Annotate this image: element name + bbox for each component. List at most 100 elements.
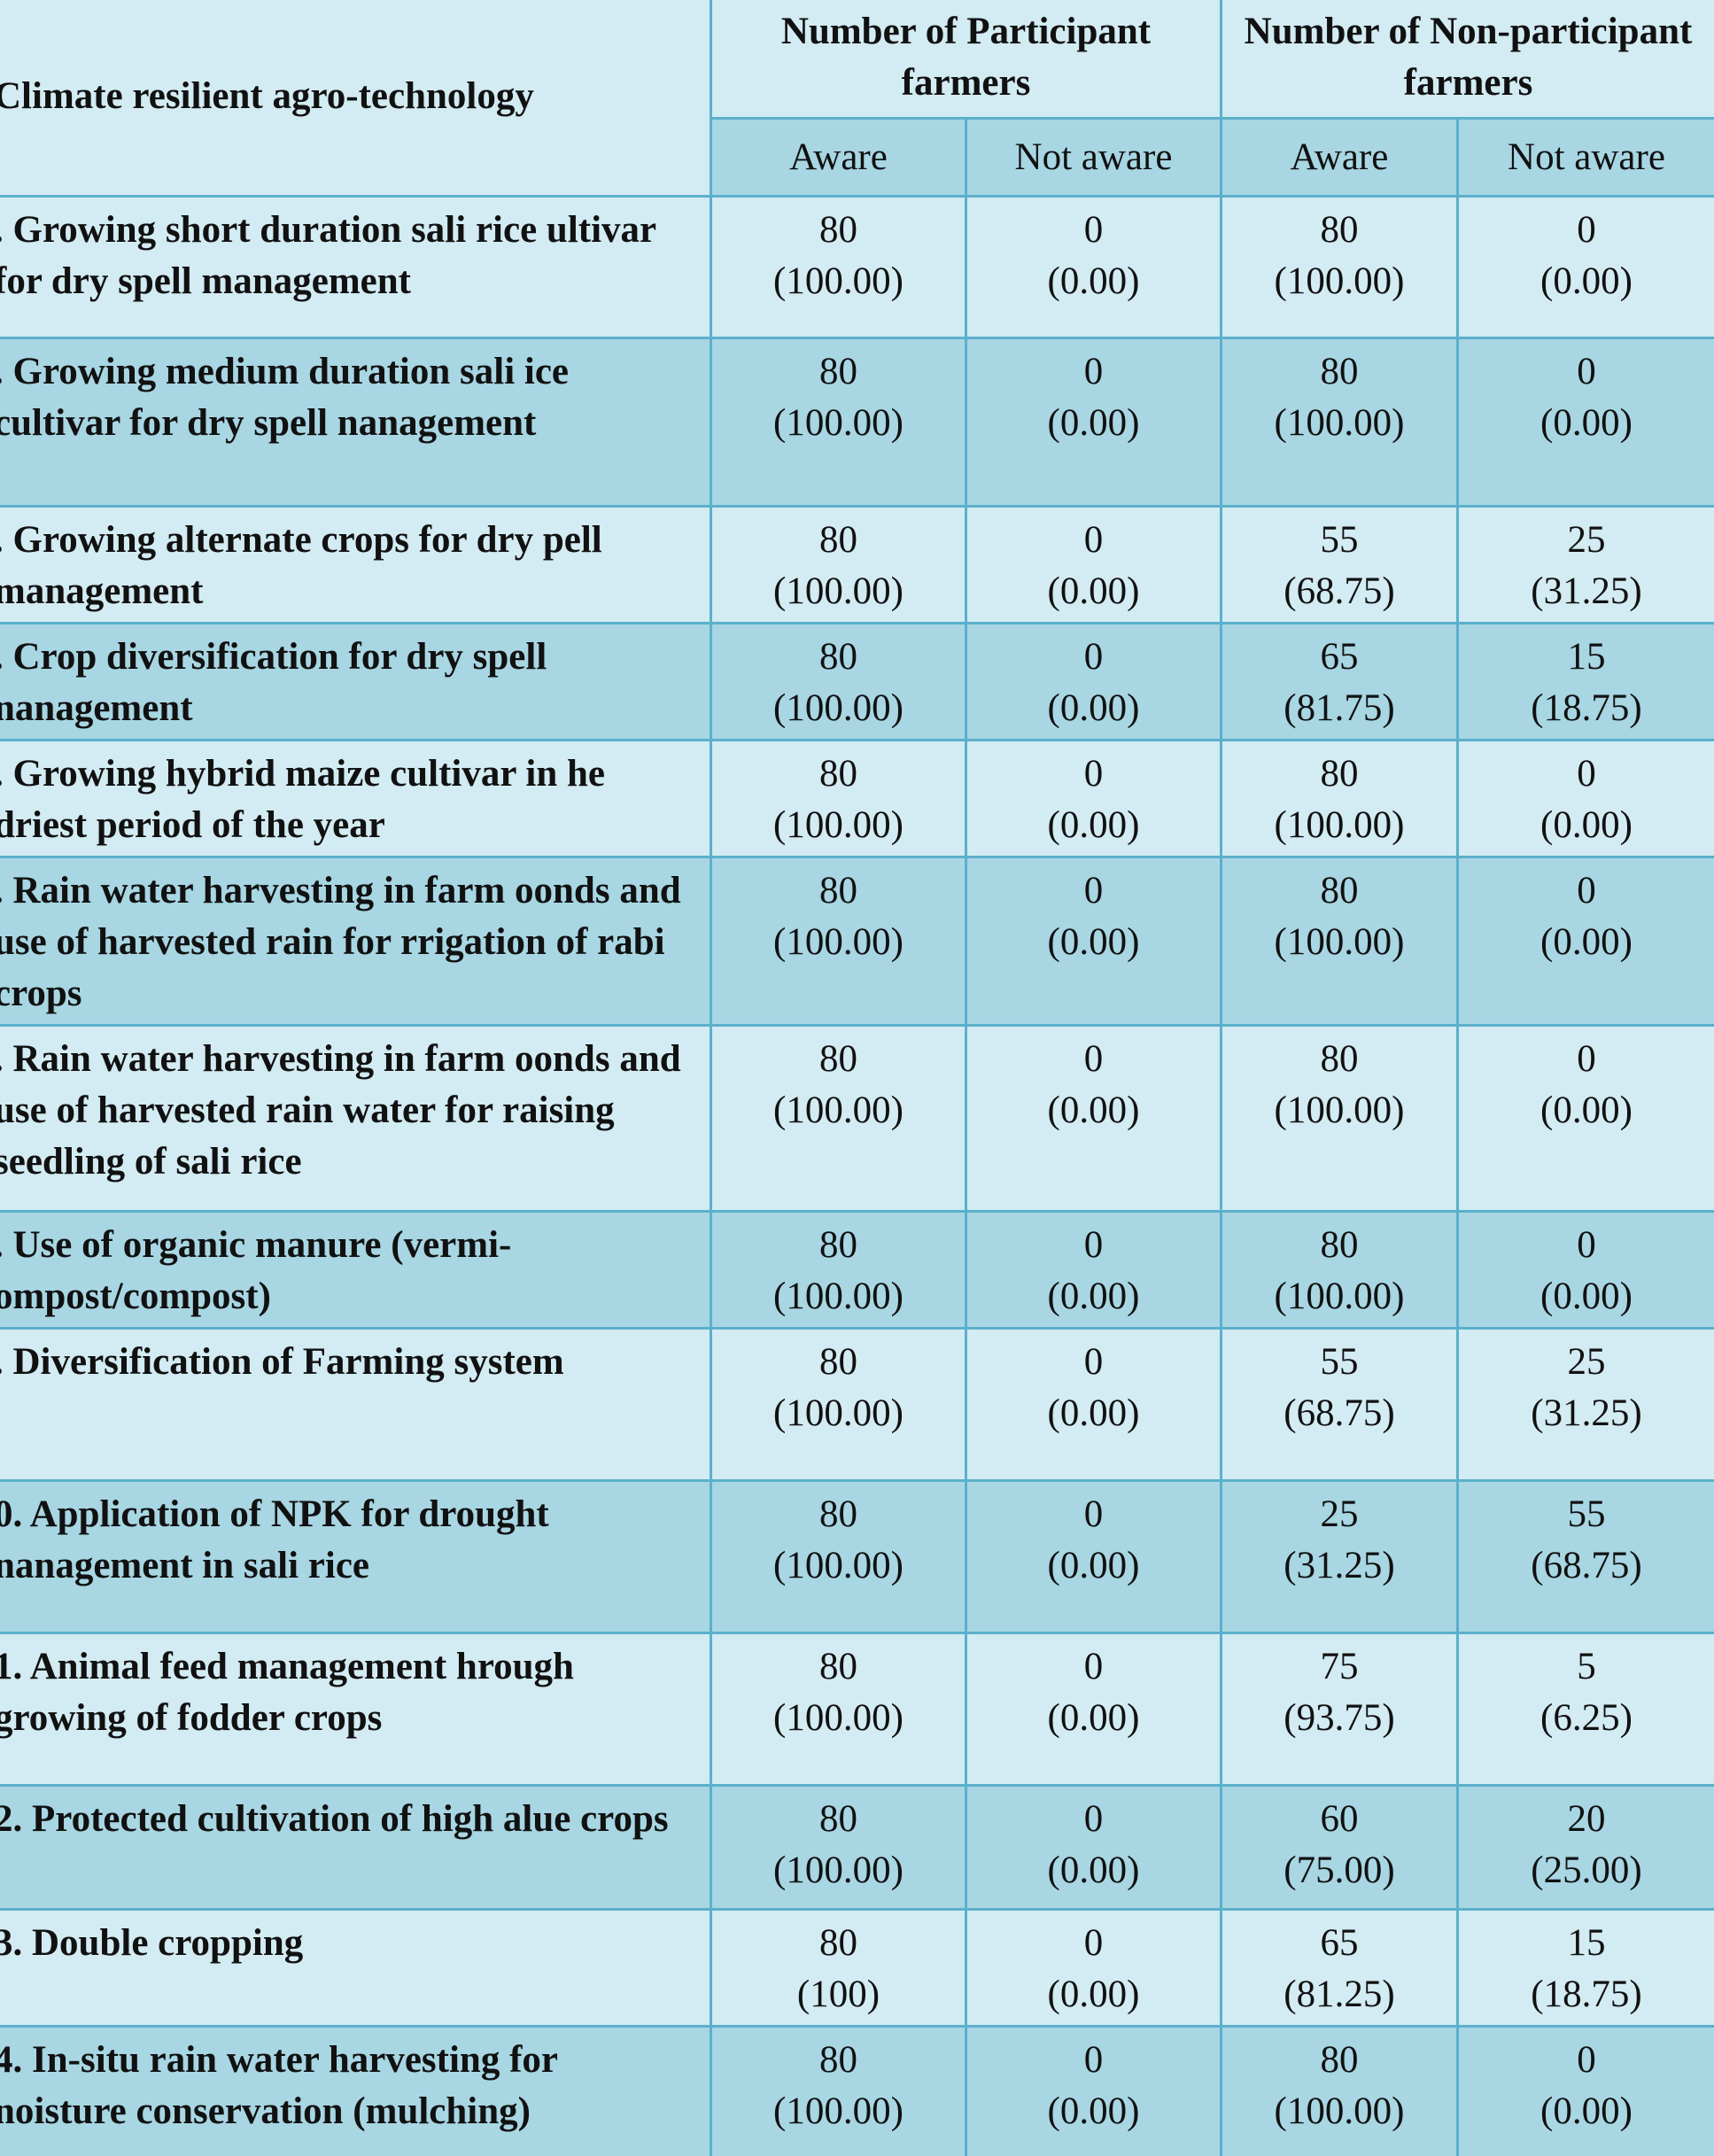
percent-value: (18.75)	[1459, 683, 1714, 734]
percent-value: (100.00)	[712, 1085, 965, 1136]
count-value: 0	[1459, 2035, 1714, 2086]
non-participant-aware-cell: 55(68.75)	[1222, 1329, 1458, 1481]
percent-value: (75.00)	[1222, 1845, 1456, 1896]
non-participant-aware-header: Aware	[1222, 119, 1458, 197]
non-participant-aware-cell: 80(100.00)	[1222, 197, 1458, 338]
percent-value: (0.00)	[967, 1693, 1220, 1744]
technology-cell: . Crop diversification for dry spell nan…	[0, 624, 711, 741]
percent-value: (0.00)	[1459, 256, 1714, 307]
percent-value: (81.25)	[1222, 1969, 1456, 2020]
participant-group-header: Number of Participant farmers	[711, 0, 1222, 119]
count-value: 80	[712, 515, 965, 566]
count-value: 80	[712, 1489, 965, 1540]
count-value: 0	[1459, 346, 1714, 398]
percent-value: (0.00)	[967, 566, 1220, 617]
participant-not-aware-cell: 0(0.00)	[966, 624, 1222, 741]
percent-value: (68.75)	[1222, 566, 1456, 617]
percent-value: (100.00)	[712, 1693, 965, 1744]
percent-value: (100.00)	[1222, 800, 1456, 851]
count-value: 80	[712, 1337, 965, 1388]
percent-value: (0.00)	[1459, 917, 1714, 968]
percent-value: (100.00)	[1222, 2086, 1456, 2137]
participant-aware-cell: 80(100.00)	[711, 1212, 966, 1329]
count-value: 80	[1222, 346, 1456, 398]
count-value: 80	[712, 1034, 965, 1085]
count-value: 80	[1222, 205, 1456, 256]
non-participant-not-aware-cell: 0(0.00)	[1458, 1212, 1714, 1329]
participant-aware-cell: 80(100.00)	[711, 197, 966, 338]
non-participant-aware-cell: 80(100.00)	[1222, 1212, 1458, 1329]
percent-value: (100.00)	[1222, 917, 1456, 968]
percent-value: (18.75)	[1459, 1969, 1714, 2020]
count-value: 80	[712, 2035, 965, 2086]
count-value: 0	[967, 865, 1220, 917]
percent-value: (100.00)	[712, 2086, 965, 2137]
percent-value: (100.00)	[712, 1271, 965, 1322]
participant-aware-header: Aware	[711, 119, 966, 197]
percent-value: (0.00)	[967, 1271, 1220, 1322]
percent-value: (0.00)	[967, 1845, 1220, 1896]
percent-value: (100.00)	[1222, 1085, 1456, 1136]
count-value: 0	[1459, 1034, 1714, 1085]
count-value: 25	[1222, 1489, 1456, 1540]
non-participant-aware-cell: 60(75.00)	[1222, 1786, 1458, 1910]
non-participant-aware-cell: 75(93.75)	[1222, 1633, 1458, 1786]
percent-value: (93.75)	[1222, 1693, 1456, 1744]
non-participant-aware-cell: 65(81.75)	[1222, 624, 1458, 741]
percent-value: (68.75)	[1222, 1388, 1456, 1439]
participant-not-aware-cell: 0(0.00)	[966, 1212, 1222, 1329]
count-value: 80	[712, 1641, 965, 1693]
count-value: 0	[967, 2035, 1220, 2086]
non-participant-not-aware-cell: 15(18.75)	[1458, 1910, 1714, 2027]
non-participant-aware-cell: 80(100.00)	[1222, 1026, 1458, 1212]
count-value: 15	[1459, 1918, 1714, 1969]
percent-value: (0.00)	[1459, 800, 1714, 851]
count-value: 0	[967, 1918, 1220, 1969]
percent-value: (100.00)	[1222, 256, 1456, 307]
participant-aware-cell: 80(100.00)	[711, 1329, 966, 1481]
count-value: 80	[1222, 748, 1456, 800]
percent-value: (31.25)	[1459, 566, 1714, 617]
table-row: . Growing hybrid maize cultivar in he dr…	[0, 741, 1714, 857]
participant-not-aware-cell: 0(0.00)	[966, 1910, 1222, 2027]
table-row: . Growing short duration sali rice ultiv…	[0, 197, 1714, 338]
percent-value: (100.00)	[712, 1388, 965, 1439]
participant-aware-cell: 80(100.00)	[711, 1026, 966, 1212]
participant-not-aware-cell: 0(0.00)	[966, 197, 1222, 338]
participant-not-aware-cell: 0(0.00)	[966, 338, 1222, 507]
percent-value: (100)	[712, 1969, 965, 2020]
technology-cell: . Growing medium duration sali ice culti…	[0, 338, 711, 507]
technology-cell: . Growing alternate crops for dry pell m…	[0, 507, 711, 624]
participant-aware-cell: 80(100.00)	[711, 1786, 966, 1910]
count-value: 0	[967, 1220, 1220, 1271]
participant-aware-cell: 80(100.00)	[711, 507, 966, 624]
percent-value: (31.25)	[1459, 1388, 1714, 1439]
percent-value: (100.00)	[1222, 1271, 1456, 1322]
participant-not-aware-cell: 0(0.00)	[966, 507, 1222, 624]
technology-cell: 2. Protected cultivation of high alue cr…	[0, 1786, 711, 1910]
table-row: . Use of organic manure (vermi- ompost/c…	[0, 1212, 1714, 1329]
count-value: 0	[967, 1641, 1220, 1693]
percent-value: (0.00)	[967, 1969, 1220, 2020]
participant-aware-cell: 80(100)	[711, 1910, 966, 2027]
count-value: 55	[1222, 1337, 1456, 1388]
participant-not-aware-cell: 0(0.00)	[966, 2027, 1222, 2156]
percent-value: (0.00)	[1459, 398, 1714, 449]
percent-value: (0.00)	[967, 917, 1220, 968]
percent-value: (0.00)	[967, 1388, 1220, 1439]
count-value: 0	[967, 632, 1220, 683]
participant-aware-cell: 80(100.00)	[711, 741, 966, 857]
table-row: . Crop diversification for dry spell nan…	[0, 624, 1714, 741]
count-value: 55	[1459, 1489, 1714, 1540]
non-participant-not-aware-cell: 0(0.00)	[1458, 197, 1714, 338]
percent-value: (0.00)	[1459, 1085, 1714, 1136]
count-value: 0	[967, 1034, 1220, 1085]
count-value: 80	[712, 865, 965, 917]
non-participant-group-header: Number of Non-participant farmers	[1222, 0, 1714, 119]
percent-value: (68.75)	[1459, 1540, 1714, 1592]
count-value: 0	[967, 748, 1220, 800]
technology-cell: . Diversification of Farming system	[0, 1329, 711, 1481]
